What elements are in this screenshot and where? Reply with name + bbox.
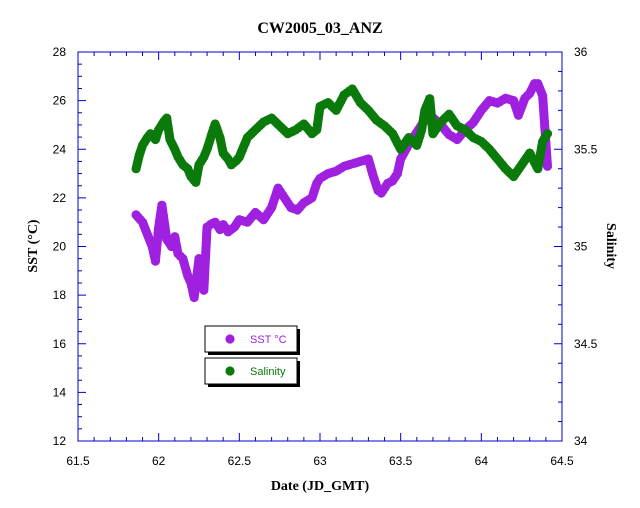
legend-item: SST °C (204, 325, 300, 355)
y2-tick-label: 35.5 (574, 142, 598, 156)
x-tick-label: 64 (475, 454, 489, 468)
y-tick-label: 22 (53, 191, 67, 205)
legend-label: SST °C (250, 334, 287, 346)
x-tick-label: 64.5 (550, 454, 574, 468)
y-tick-label: 18 (53, 288, 67, 302)
y-axis-label: SST (°C) (26, 219, 41, 273)
legend: SST °C Salinity (204, 325, 300, 387)
y-tick-label: 24 (53, 142, 67, 156)
y-tick-label: 16 (53, 337, 67, 351)
x-tick-label: 62 (152, 454, 166, 468)
x-tick-label: 63.5 (389, 454, 413, 468)
y-tick-label: 20 (53, 240, 67, 254)
y2-tick-label: 34 (574, 434, 588, 448)
x-axis-label: Date (JD_GMT) (271, 479, 370, 494)
series-sst (131, 79, 553, 303)
y-tick-label: 26 (53, 94, 67, 108)
y2-tick-label: 35 (574, 240, 588, 254)
series-layer (131, 79, 553, 303)
data-point (542, 129, 553, 139)
y2-axis-label: Salinity (603, 223, 618, 269)
x-tick-label: 62.5 (228, 454, 252, 468)
y2-tick-label: 34.5 (574, 337, 598, 351)
legend-marker (225, 366, 235, 376)
y-tick-label: 14 (53, 385, 67, 399)
series-salinity (131, 84, 553, 187)
y-tick-label: 28 (53, 45, 67, 59)
data-point (542, 161, 553, 171)
y-axis-left: 12 14 16 18 20 22 24 26 28 (53, 45, 86, 448)
x-tick-label: 61.5 (66, 454, 90, 468)
chart-title: CW2005_03_ANZ (257, 20, 382, 37)
y-tick-label: 12 (53, 434, 67, 448)
legend-box (204, 325, 298, 353)
y-axis-right: 34 34.5 35 35.5 36 (554, 45, 598, 448)
legend-label: Salinity (250, 366, 286, 378)
legend-item: Salinity (204, 357, 300, 387)
x-axis: 61.5 62 62.5 63 63.5 64 64.5 (66, 52, 574, 468)
legend-box (204, 357, 298, 385)
legend-marker (225, 334, 235, 344)
x-tick-label: 63 (313, 454, 327, 468)
y2-tick-label: 36 (574, 45, 588, 59)
